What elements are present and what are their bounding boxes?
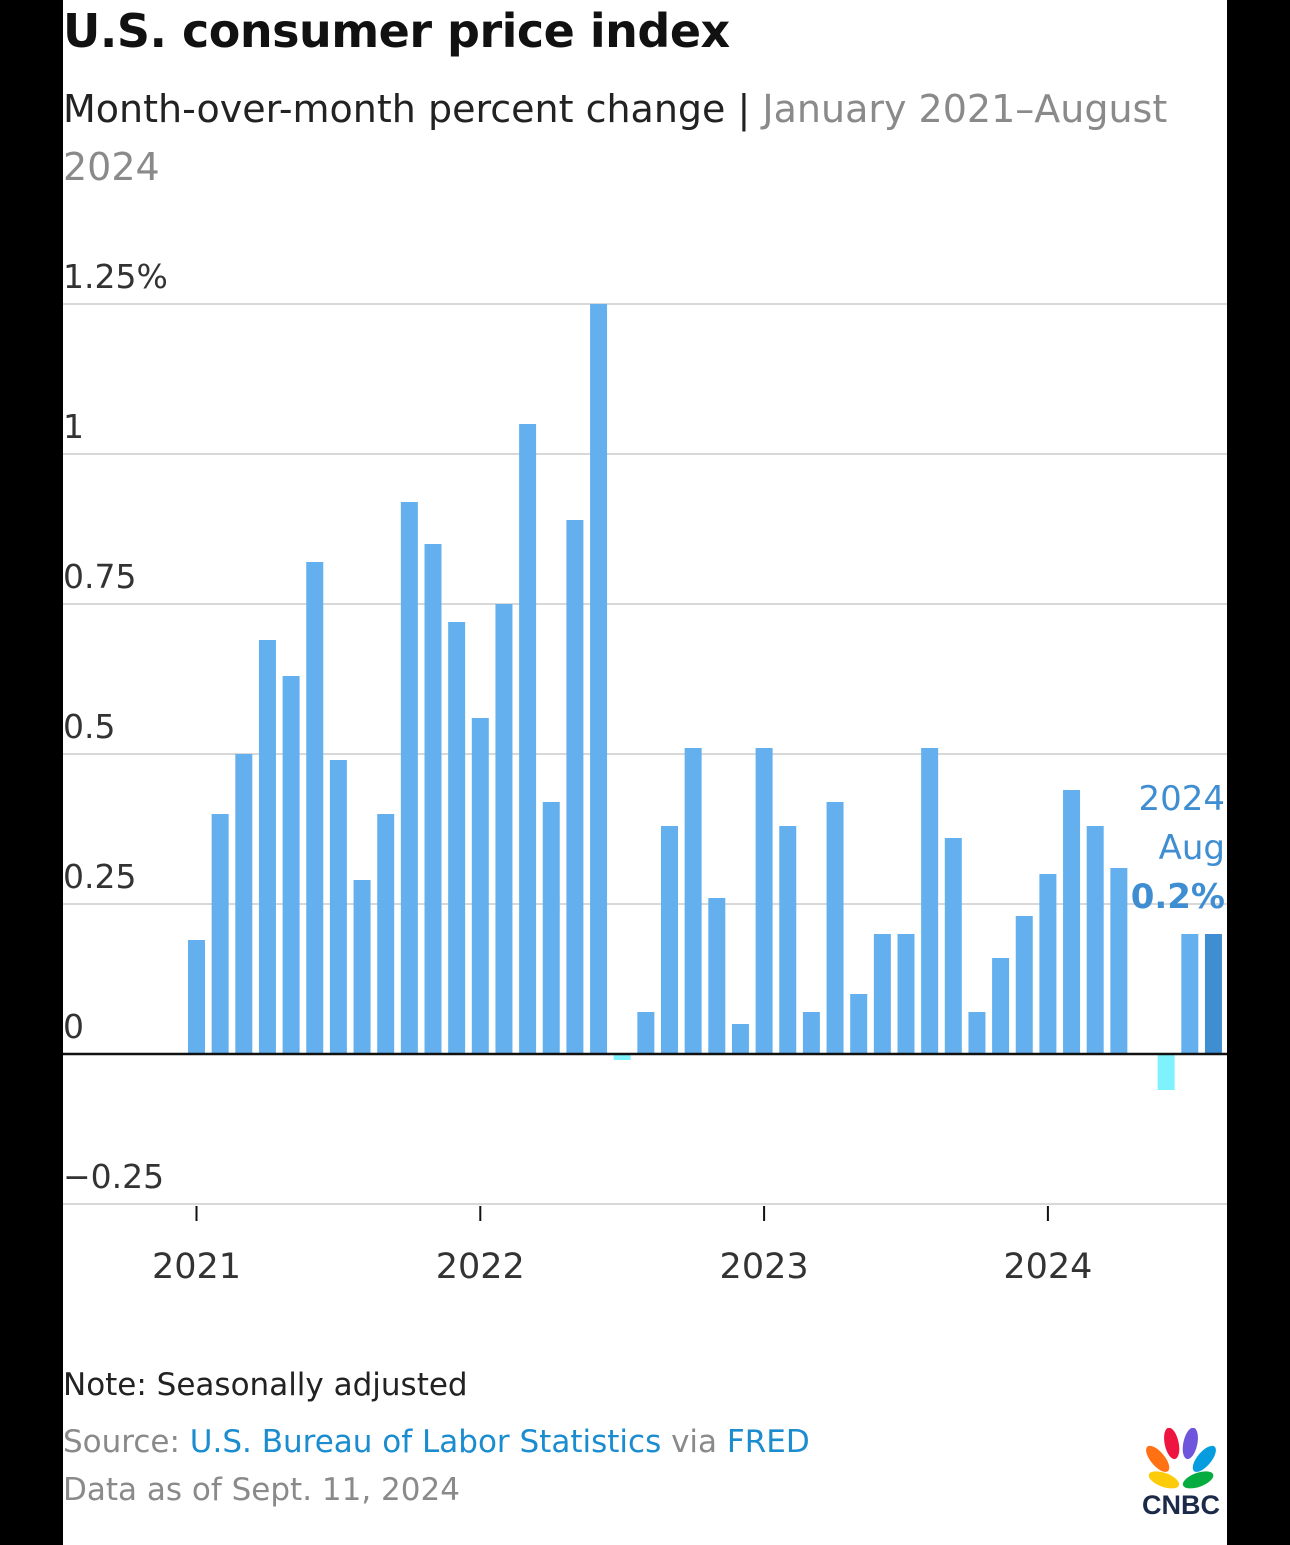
bar bbox=[1157, 1054, 1175, 1090]
bar bbox=[424, 544, 442, 1054]
chart-subtitle: Month-over-month percent change | Januar… bbox=[63, 80, 1203, 196]
bar bbox=[921, 748, 939, 1054]
bar bbox=[731, 1024, 749, 1054]
bar bbox=[802, 1012, 820, 1054]
bar bbox=[306, 562, 324, 1054]
x-tick-label: 2024 bbox=[1003, 1247, 1092, 1287]
bar bbox=[353, 880, 371, 1054]
bar bbox=[329, 760, 347, 1054]
subtitle-range: January 2021–August 2024 bbox=[63, 87, 1168, 189]
data-date: Data as of Sept. 11, 2024 bbox=[63, 1472, 460, 1508]
x-tick-label: 2021 bbox=[152, 1247, 241, 1287]
y-tick-label: 0.5 bbox=[63, 707, 115, 746]
y-tick-label: 0.25 bbox=[63, 857, 136, 896]
bar bbox=[542, 802, 560, 1054]
source-line: Source: U.S. Bureau of Labor Statistics … bbox=[63, 1424, 810, 1460]
bar bbox=[992, 958, 1010, 1054]
bar bbox=[188, 940, 205, 1054]
bar bbox=[495, 604, 513, 1054]
bar bbox=[708, 898, 726, 1054]
bar bbox=[755, 748, 773, 1054]
bar bbox=[826, 802, 844, 1054]
bar bbox=[1204, 934, 1222, 1054]
peacock-icon bbox=[1146, 1428, 1216, 1489]
y-tick-label: 0 bbox=[63, 1007, 84, 1046]
bar-chart: −0.25 0 0.25 0.5 0.75 1 1.25% 2021 2022 2023 2024 2… bbox=[63, 257, 1227, 1287]
x-tick-label: 2023 bbox=[720, 1247, 809, 1287]
bar bbox=[661, 826, 678, 1054]
logo-wordmark: CNBC bbox=[1142, 1490, 1220, 1518]
footnote: Note: Seasonally adjusted bbox=[63, 1367, 468, 1403]
bar bbox=[566, 520, 584, 1054]
subtitle-main: Month-over-month percent change | bbox=[63, 87, 751, 131]
bar bbox=[873, 934, 891, 1054]
x-tick-label: 2022 bbox=[436, 1247, 525, 1287]
bar bbox=[1063, 790, 1081, 1054]
bar bbox=[850, 994, 868, 1054]
bar bbox=[400, 502, 418, 1054]
bar bbox=[637, 1012, 655, 1054]
bar bbox=[613, 1054, 631, 1060]
y-tick-label: −0.25 bbox=[63, 1157, 164, 1196]
bar bbox=[944, 838, 962, 1054]
bar bbox=[471, 718, 489, 1054]
annotation-month: Aug bbox=[1159, 828, 1225, 868]
source-via: via bbox=[671, 1424, 718, 1460]
y-tick-label: 0.75 bbox=[63, 557, 136, 596]
bar bbox=[1181, 934, 1199, 1054]
bar bbox=[258, 640, 276, 1054]
bar bbox=[211, 814, 229, 1054]
annotation-year: 2024 bbox=[1138, 779, 1225, 819]
source-prefix: Source: bbox=[63, 1424, 180, 1460]
bar bbox=[590, 304, 608, 1054]
source-fred-link[interactable]: FRED bbox=[726, 1424, 810, 1460]
source-bls-link[interactable]: U.S. Bureau of Labor Statistics bbox=[189, 1424, 662, 1460]
bar bbox=[519, 424, 537, 1054]
bar bbox=[1015, 916, 1033, 1054]
bar bbox=[448, 622, 466, 1054]
y-tick-label: 1 bbox=[63, 407, 84, 446]
bar bbox=[1039, 874, 1057, 1054]
bar bbox=[282, 676, 300, 1054]
bar bbox=[684, 748, 702, 1054]
bar bbox=[1086, 826, 1104, 1054]
annotation-value: 0.2% bbox=[1131, 877, 1225, 917]
y-tick-label: 1.25% bbox=[63, 257, 168, 296]
bar bbox=[968, 1012, 986, 1054]
chart-panel: U.S. consumer price index Month-over-mon… bbox=[63, 0, 1227, 1545]
chart-title: U.S. consumer price index bbox=[63, 4, 730, 58]
bar bbox=[897, 934, 915, 1054]
cnbc-logo: CNBC bbox=[1142, 1428, 1220, 1518]
bar bbox=[1110, 868, 1128, 1054]
bar bbox=[377, 814, 395, 1054]
bar bbox=[235, 754, 253, 1054]
bar bbox=[779, 826, 797, 1054]
